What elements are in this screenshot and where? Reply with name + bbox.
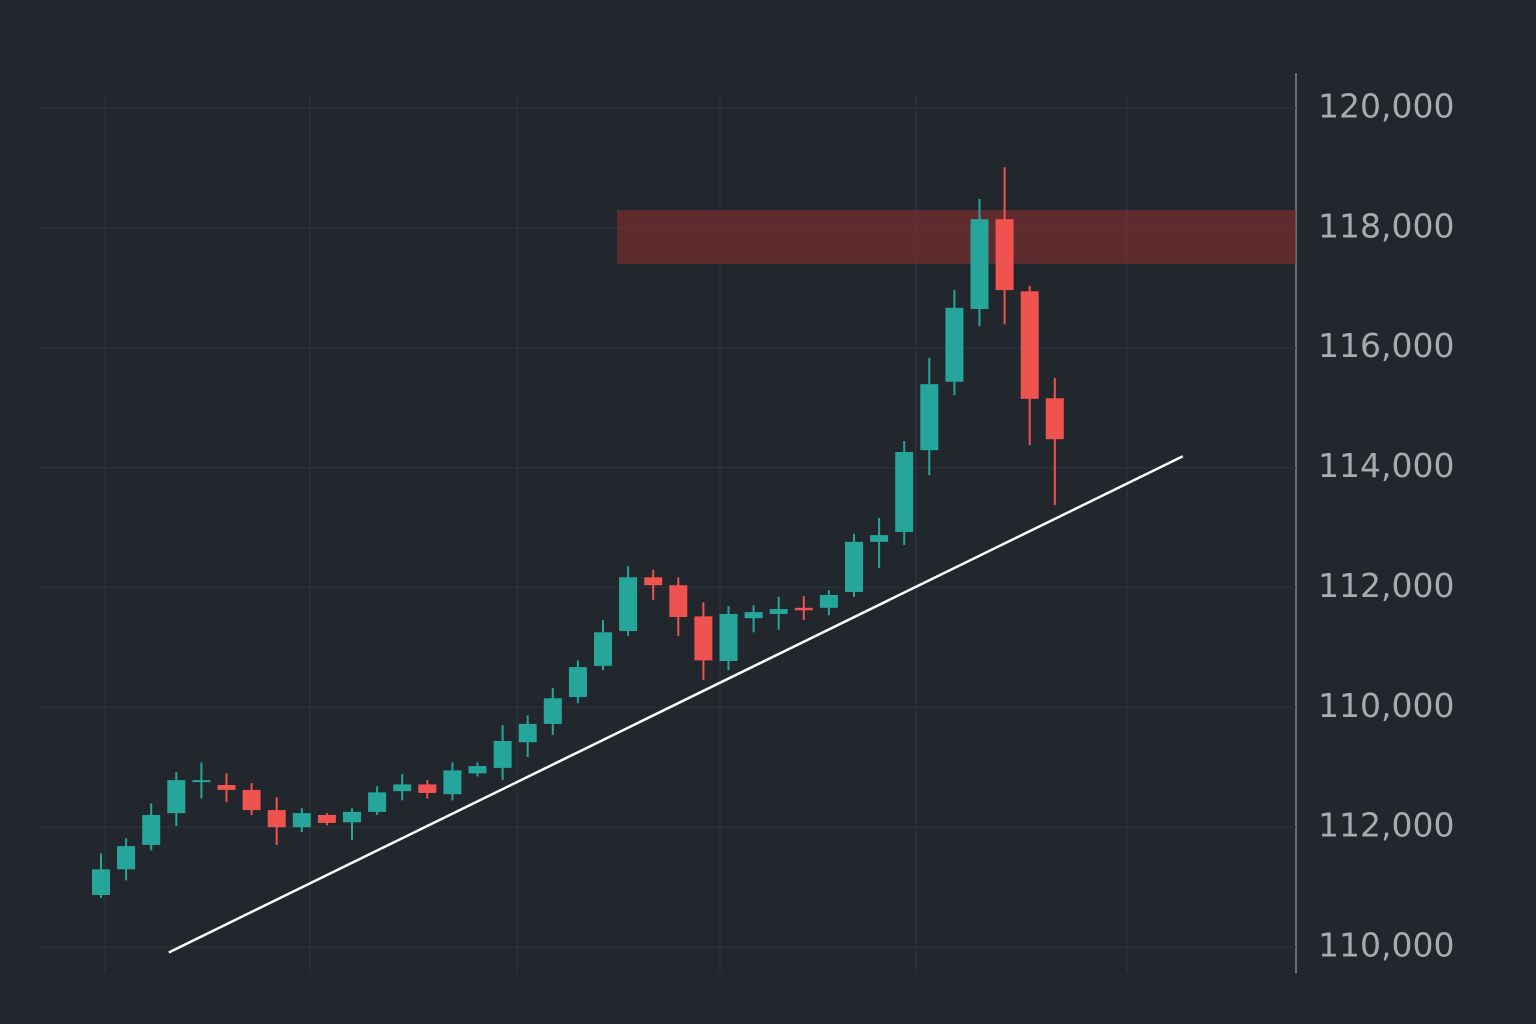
candle-body bbox=[870, 535, 889, 542]
resistance-zone bbox=[617, 210, 1296, 264]
candle-body bbox=[895, 452, 914, 533]
candle-body bbox=[217, 785, 236, 790]
y-tick-label: 110,000 bbox=[1318, 926, 1454, 965]
candle-body bbox=[142, 814, 161, 845]
candle-body bbox=[543, 698, 562, 724]
candle-body bbox=[468, 766, 487, 774]
candle-body bbox=[920, 384, 939, 451]
candle-body bbox=[819, 594, 838, 608]
candle-body bbox=[393, 784, 412, 792]
candle-body bbox=[1045, 398, 1064, 440]
y-tick-label: 112,000 bbox=[1318, 566, 1454, 605]
candle-body bbox=[267, 810, 286, 828]
candle-body bbox=[317, 814, 336, 823]
candle-body bbox=[192, 780, 211, 783]
candle-body bbox=[644, 577, 663, 586]
candle-body bbox=[694, 616, 713, 661]
candle-body bbox=[945, 307, 964, 382]
candle-body bbox=[493, 741, 512, 768]
candle-body bbox=[619, 577, 638, 632]
y-tick-label: 112,000 bbox=[1318, 806, 1454, 845]
candle-body bbox=[1020, 291, 1039, 399]
y-tick-label: 120,000 bbox=[1318, 87, 1454, 126]
candle-body bbox=[769, 609, 788, 614]
candle-body bbox=[117, 846, 136, 870]
y-tick-label: 118,000 bbox=[1318, 206, 1454, 245]
candle-body bbox=[443, 770, 462, 795]
candle-body bbox=[794, 607, 813, 611]
candle-body bbox=[418, 784, 437, 793]
candle-body bbox=[669, 585, 688, 617]
candle-body bbox=[518, 723, 537, 743]
candle-body bbox=[845, 541, 863, 592]
y-tick-label: 116,000 bbox=[1318, 326, 1454, 365]
candle-body bbox=[292, 813, 311, 828]
y-tick-label: 110,000 bbox=[1318, 686, 1454, 725]
candle-body bbox=[568, 667, 587, 698]
candle-body bbox=[719, 613, 738, 661]
trend-line bbox=[168, 455, 1184, 954]
candle-body bbox=[744, 612, 763, 619]
candle-body bbox=[594, 632, 612, 666]
candle-body bbox=[92, 869, 110, 896]
candle-body bbox=[970, 219, 989, 310]
candle-body bbox=[242, 789, 261, 811]
candle-body bbox=[343, 811, 361, 823]
candle-body bbox=[995, 219, 1014, 291]
candle-body bbox=[368, 792, 387, 812]
candle-body bbox=[167, 780, 186, 814]
y-tick-label: 114,000 bbox=[1318, 446, 1454, 485]
